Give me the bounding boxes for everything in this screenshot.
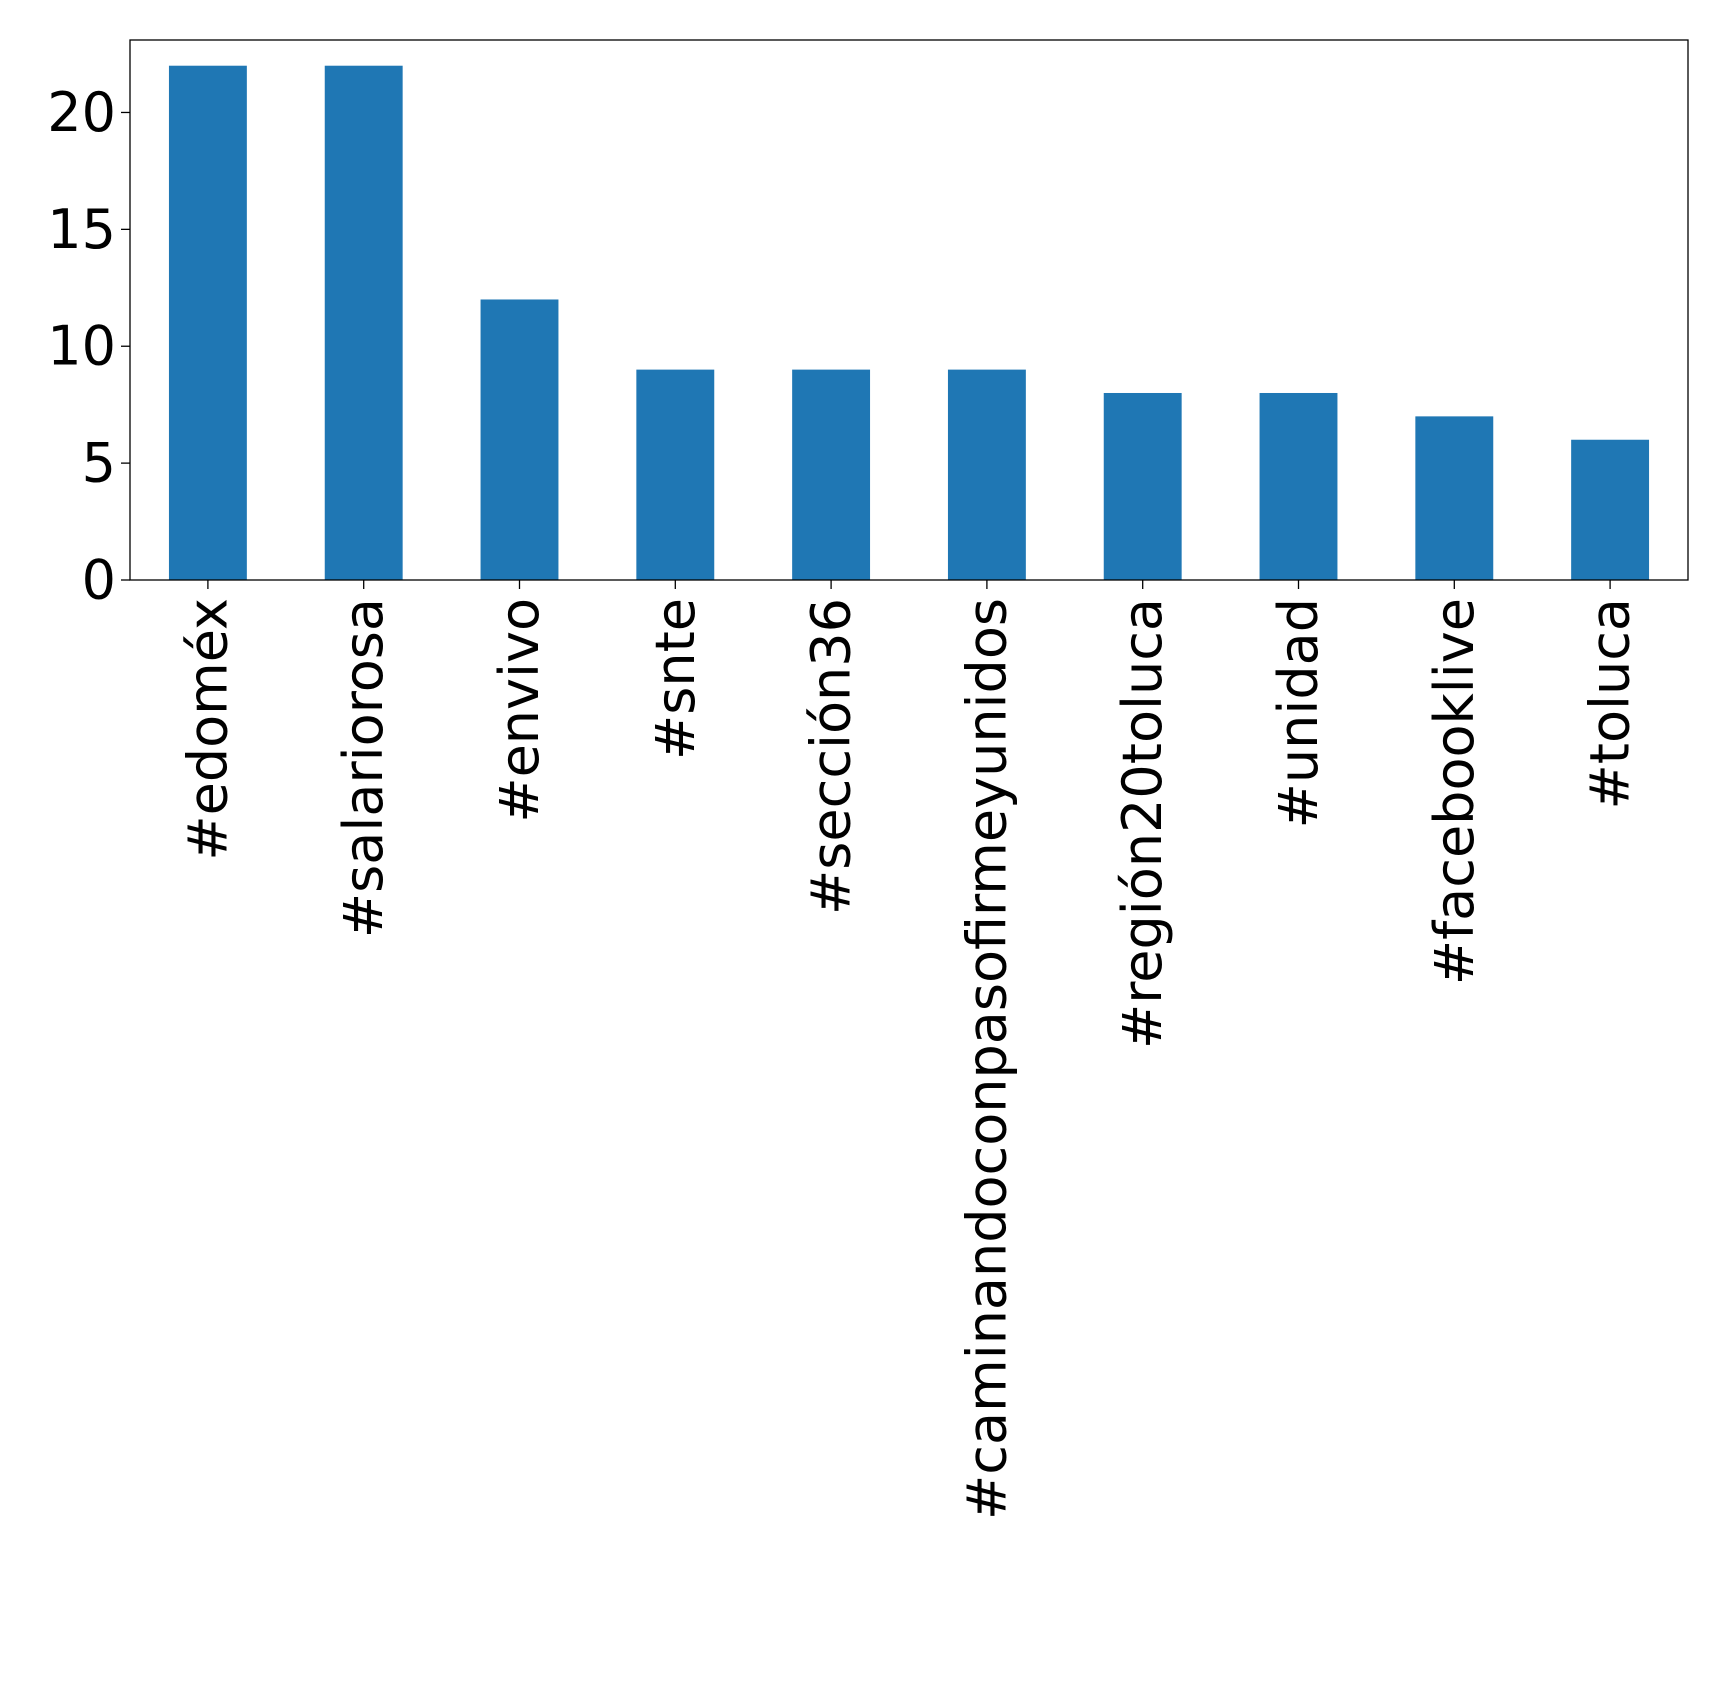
bar-1 bbox=[324, 65, 403, 580]
y-tick-label: 5 bbox=[82, 432, 116, 495]
x-tick-label: #sección36 bbox=[800, 598, 863, 915]
x-tick-label: #región20toluca bbox=[1111, 598, 1174, 1049]
x-tick-label: #unidad bbox=[1267, 598, 1330, 828]
bars-group bbox=[168, 65, 1650, 580]
bar-3 bbox=[636, 369, 715, 580]
bar-4 bbox=[792, 369, 871, 580]
bar-0 bbox=[168, 65, 247, 580]
y-tick-label: 20 bbox=[47, 81, 116, 144]
x-tick-label: #toluca bbox=[1579, 598, 1642, 809]
y-tick-label: 15 bbox=[47, 198, 116, 261]
x-tick-label: #facebooklive bbox=[1423, 598, 1486, 985]
bar-2 bbox=[480, 299, 559, 580]
x-tick-label: #envivo bbox=[488, 598, 551, 823]
x-tick-label: #salariorosa bbox=[332, 598, 395, 938]
x-axis: #edoméx #salariorosa #envivo #snte #sección3… bbox=[176, 580, 1642, 1520]
y-tick-label: 0 bbox=[82, 549, 116, 612]
bar-9 bbox=[1571, 439, 1650, 580]
bar-5 bbox=[947, 369, 1026, 580]
y-axis: 0 5 10 15 20 bbox=[47, 81, 130, 612]
plot-frame bbox=[129, 39, 1689, 581]
x-tick-label: #caminandoconpasofirmeyunidos bbox=[955, 598, 1018, 1520]
x-tick-label: #snte bbox=[644, 598, 707, 760]
bar-7 bbox=[1259, 392, 1338, 580]
y-tick-label: 10 bbox=[47, 315, 116, 378]
bar-6 bbox=[1103, 392, 1182, 580]
x-tick-label: #edoméx bbox=[176, 598, 239, 861]
bar-8 bbox=[1415, 416, 1494, 580]
